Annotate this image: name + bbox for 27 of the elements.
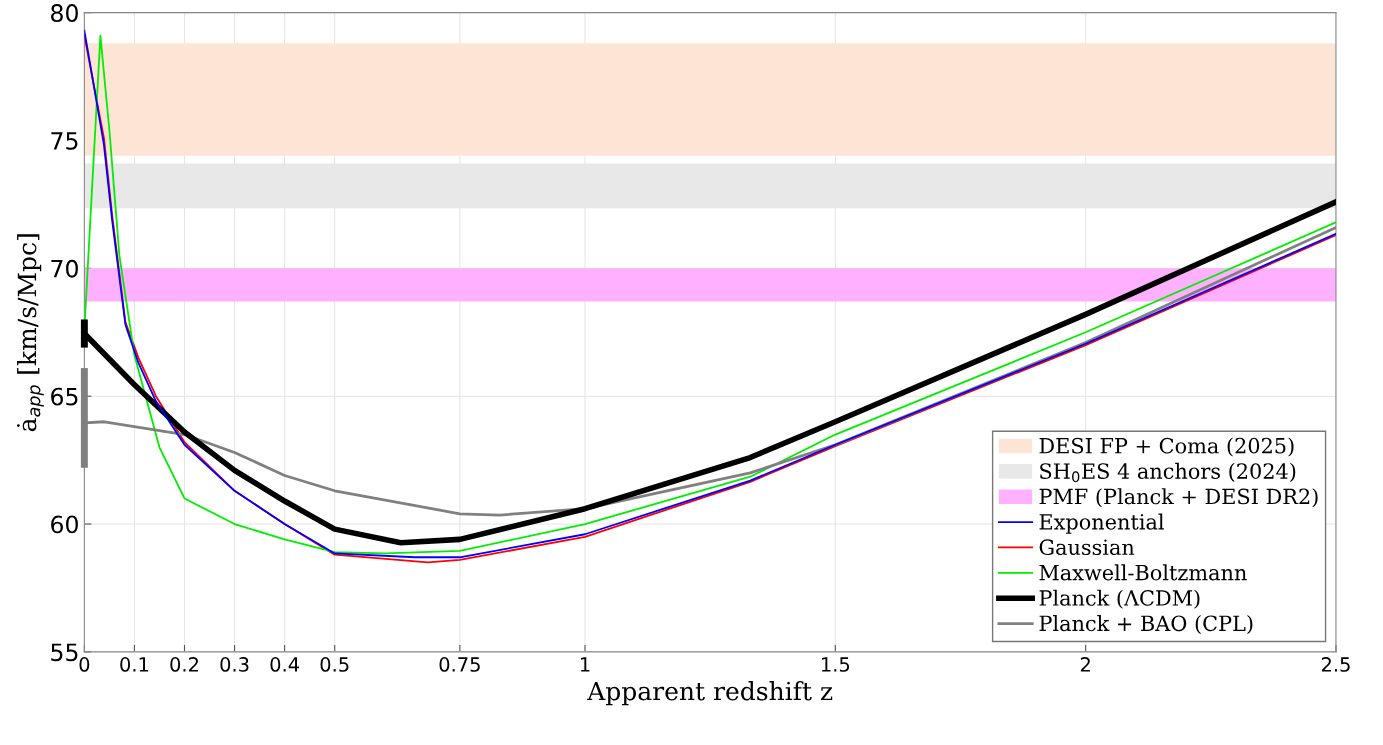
legend-label: Planck (ΛCDM) — [1039, 589, 1200, 609]
legend-label: PMF (Planck + DESI DR2) — [1039, 488, 1318, 508]
y-tick-label: 80 — [51, 4, 78, 22]
x-tick-label: 0.75 — [439, 657, 480, 672]
x-tick-label: 0 — [79, 657, 90, 672]
x-tick-label: 0.1 — [120, 657, 149, 672]
legend-label: Maxwell-Boltzmann — [1039, 564, 1247, 581]
y-tick-label: 75 — [51, 132, 78, 150]
x-tick-label: 0.4 — [270, 657, 299, 672]
legend-label: Exponential — [1039, 513, 1164, 534]
y-tick-label: 70 — [51, 259, 78, 278]
x-tick-label: 0.5 — [320, 657, 349, 672]
x-tick-label: 0.2 — [170, 657, 199, 672]
legend-label: SH$_{0}$ES 4 anchors (2024) — [1040, 462, 1296, 483]
x-tick-label: 2 — [1080, 657, 1090, 672]
legend-label: Planck + BAO (CPL) — [1039, 615, 1253, 635]
y-axis-title: ȧ$_{app}$ [km/s/Mpc] — [16, 234, 44, 432]
x-axis-title: Apparent redshift z — [587, 681, 833, 706]
y-tick-label: 55 — [51, 643, 78, 662]
y-tick-label: 65 — [51, 387, 78, 406]
x-tick-label: 1 — [580, 657, 590, 672]
legend-label: Gaussian — [1039, 539, 1135, 556]
y-tick-label: 60 — [51, 515, 78, 534]
x-tick-label: 0.3 — [220, 657, 249, 672]
x-tick-label: 1.5 — [822, 657, 850, 672]
legend-label: DESI FP + Coma (2025) — [1039, 437, 1294, 457]
x-tick-label: 2.5 — [1321, 657, 1350, 672]
